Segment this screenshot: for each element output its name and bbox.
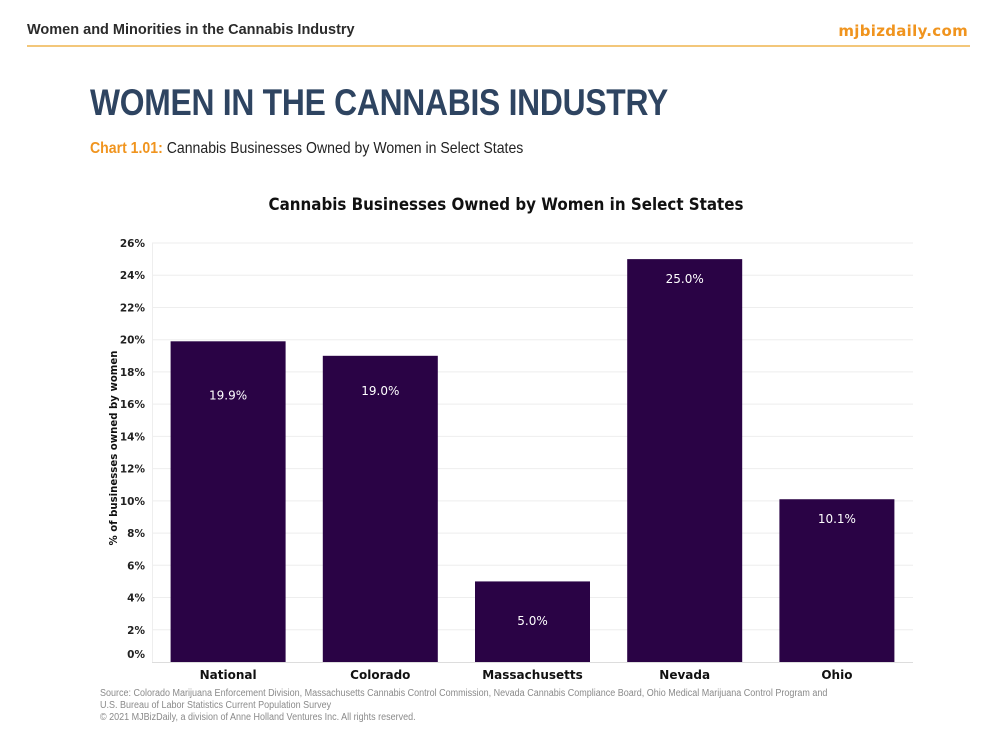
page-title: WOMEN IN THE CANNABIS INDUSTRY <box>90 82 668 123</box>
y-tick-label: 4% <box>127 593 145 605</box>
data-label: 19.0% <box>361 384 399 398</box>
y-tick-label: 10% <box>120 496 146 508</box>
data-label: 5.0% <box>517 614 548 628</box>
data-label: 19.9% <box>209 388 247 402</box>
y-axis-label: % of businesses owned by women <box>107 351 120 546</box>
report-section-title: Women and Minorities in the Cannabis Ind… <box>27 22 355 38</box>
bar-colorado <box>322 355 438 662</box>
data-label: 10.1% <box>818 512 856 526</box>
x-tick-label: Colorado <box>350 668 410 682</box>
y-tick-label: 20% <box>120 335 146 347</box>
y-tick-label: 8% <box>127 528 145 540</box>
y-tick-label: 24% <box>120 270 146 282</box>
y-tick-label: 0% <box>127 649 145 661</box>
y-tick-label: 18% <box>120 367 146 379</box>
x-axis-ticks: National Colorado Massachusetts Nevada Ohio <box>200 668 853 682</box>
bar-ohio <box>779 499 895 662</box>
bar-massachusetts <box>475 581 590 662</box>
footer: Source: Colorado Marijuana Enforcement D… <box>100 688 838 724</box>
y-tick-label: 6% <box>127 560 145 572</box>
site-link[interactable]: mjbizdaily.com <box>838 22 968 40</box>
x-tick-label: Ohio <box>821 668 852 682</box>
data-labels: 19.9% 19.0% 5.0% 25.0% 10.1% <box>209 272 856 628</box>
chart-subtitle: Chart 1.01: Cannabis Businesses Owned by… <box>90 140 523 158</box>
x-tick-label: Massachusetts <box>482 668 583 682</box>
bar-nevada <box>627 259 743 662</box>
x-tick-label: National <box>200 668 257 682</box>
y-tick-label: 2% <box>127 625 145 637</box>
x-tick-label: Nevada <box>659 668 710 682</box>
chart-title: Cannabis Businesses Owned by Women in Se… <box>269 195 744 215</box>
bar-national <box>170 341 286 662</box>
bars <box>170 259 895 662</box>
y-tick-label: 14% <box>120 431 146 443</box>
y-tick-label: 22% <box>120 302 146 314</box>
y-tick-label: 12% <box>120 464 146 476</box>
y-tick-label: 26% <box>120 238 146 250</box>
chart-number: Chart 1.01: <box>90 140 163 157</box>
copyright: © 2021 MJBizDaily, a division of Anne Ho… <box>100 712 416 723</box>
source-note: Source: Colorado Marijuana Enforcement D… <box>100 688 828 711</box>
y-axis-ticks: 0% 2% 4% 6% 8% 10% 12% 14% 16% 18% 20% 22% 24% 26% <box>120 238 146 661</box>
y-tick-label: 16% <box>120 399 146 411</box>
chart-caption: Cannabis Businesses Owned by Women in Se… <box>166 140 524 157</box>
header-divider <box>27 45 970 47</box>
data-label: 25.0% <box>666 272 704 286</box>
